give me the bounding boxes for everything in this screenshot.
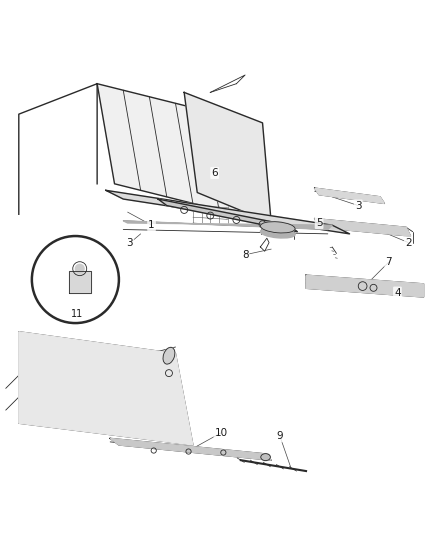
Text: 8: 8 [242,250,248,260]
Text: 1: 1 [148,220,155,230]
Text: 2: 2 [405,238,412,247]
Text: 9: 9 [277,431,283,441]
Text: 7: 7 [385,257,392,267]
Text: 11: 11 [71,309,84,319]
Text: 4: 4 [394,288,401,297]
Polygon shape [36,240,115,319]
Polygon shape [184,92,271,223]
Text: 3: 3 [127,238,133,248]
Text: 10: 10 [215,428,228,438]
Ellipse shape [261,454,270,461]
Ellipse shape [261,222,295,233]
Polygon shape [110,439,271,460]
Circle shape [75,264,84,273]
Polygon shape [19,332,193,445]
Polygon shape [106,190,350,234]
Polygon shape [306,275,424,297]
Polygon shape [315,219,410,236]
Polygon shape [158,199,297,232]
Text: 5: 5 [316,218,322,228]
Text: 6: 6 [212,168,218,178]
Polygon shape [97,84,271,223]
Polygon shape [69,271,91,293]
Ellipse shape [163,348,175,364]
Polygon shape [123,221,332,230]
Ellipse shape [261,228,295,238]
Polygon shape [315,188,385,204]
Text: 3: 3 [355,200,362,211]
